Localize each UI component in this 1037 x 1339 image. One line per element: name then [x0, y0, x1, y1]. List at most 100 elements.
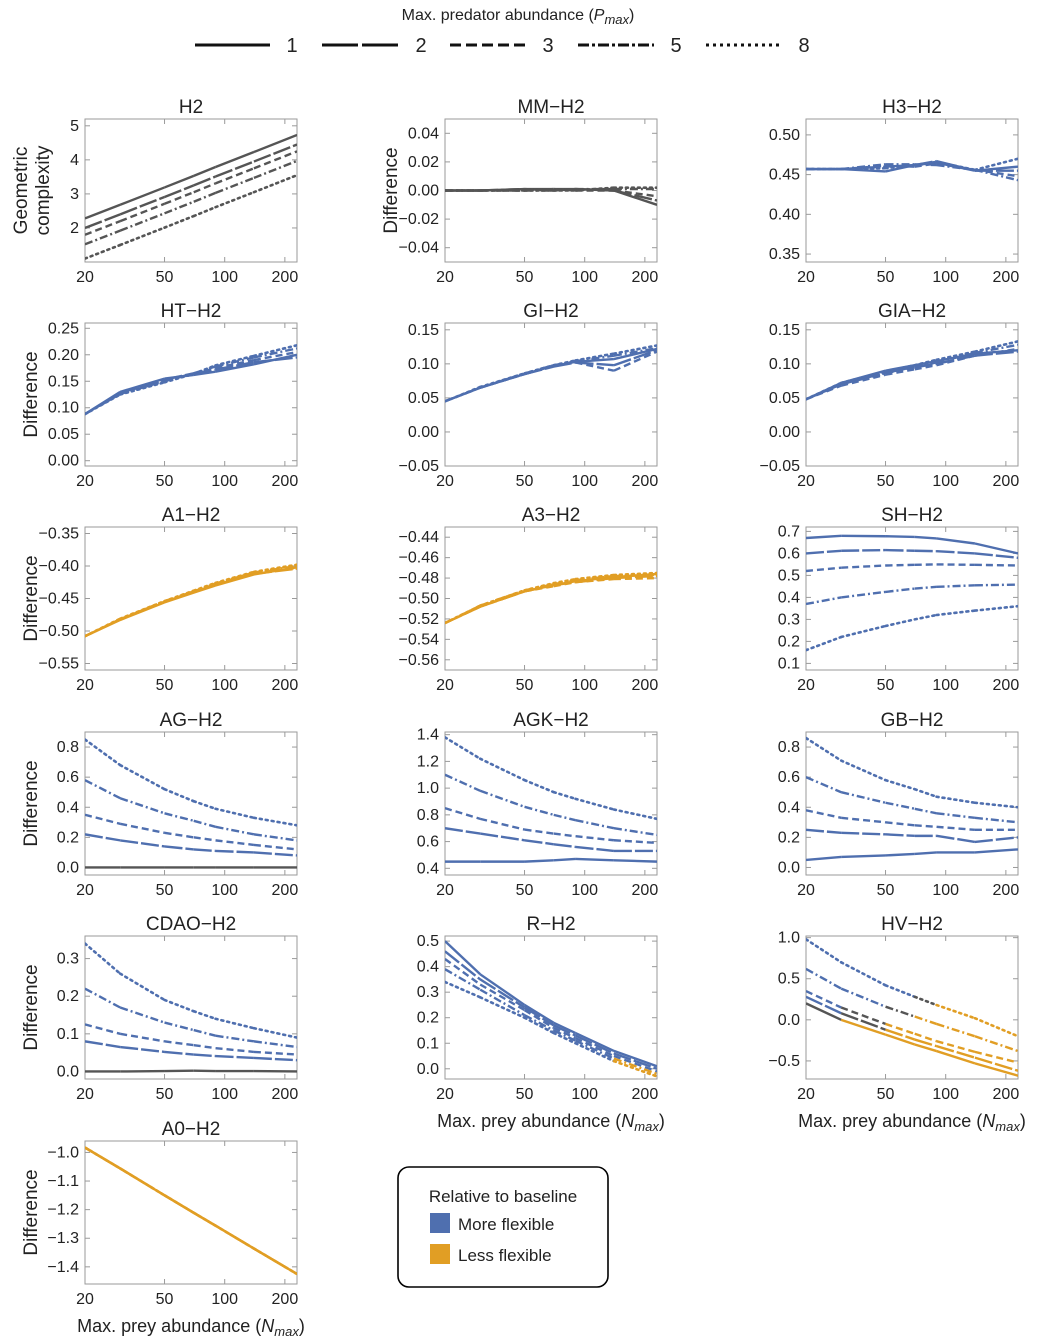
panel-a1-h2: A1−H2 20 50 100 200 −0.55 −0.50 −0.45 −0.40 −0.35…	[21, 505, 298, 694]
series-3-segment	[215, 1046, 255, 1054]
x-tick-label: 50	[877, 1086, 895, 1103]
series-group	[85, 563, 297, 638]
series-2-segment	[974, 836, 1018, 844]
series-1-segment	[553, 1021, 577, 1035]
y-tick-label: −0.45	[39, 591, 80, 608]
y-tick-label: 0.15	[48, 373, 79, 390]
series-8-segment	[214, 1224, 256, 1250]
series-8-segment	[85, 1146, 122, 1170]
series-8-segment	[884, 363, 917, 373]
series-5-segment	[523, 1014, 555, 1032]
series-2-segment	[936, 550, 975, 555]
series-8-segment	[85, 738, 122, 767]
series-2-segment	[215, 1054, 254, 1060]
series-8-segment	[445, 736, 482, 761]
series-3-segment	[885, 368, 915, 376]
series-8-segment	[913, 995, 938, 1007]
series-8-segment	[574, 352, 616, 362]
series-5-segment	[914, 1015, 937, 1026]
series-2-segment	[806, 549, 842, 555]
y-tick-label: −0.54	[399, 631, 440, 648]
panel-title: R−H2	[526, 914, 575, 935]
series-5-segment	[840, 987, 886, 1008]
series-1-segment	[806, 855, 842, 862]
series-8-segment	[478, 757, 526, 782]
series-3-segment	[936, 354, 976, 367]
y-tick-label: −0.02	[399, 211, 440, 228]
series-5-segment	[840, 372, 886, 386]
series-2-segment	[553, 843, 576, 849]
x-tick-label: 100	[932, 269, 959, 286]
series-2-segment	[840, 1012, 886, 1031]
series-5-segment	[914, 807, 937, 815]
series-5-segment	[613, 347, 657, 357]
series-group	[85, 343, 297, 416]
y-tick-label: 0.10	[769, 356, 800, 373]
x-tick-label: 20	[797, 882, 815, 899]
y-tick-label: 0.6	[57, 769, 79, 786]
series-5-segment	[553, 1029, 577, 1042]
y-tick-label: −1.3	[47, 1230, 79, 1247]
series-2-segment	[523, 1006, 555, 1027]
x-tick-label: 50	[156, 269, 174, 286]
series-3-segment	[613, 189, 657, 198]
y-axis-label: Difference	[21, 1169, 42, 1255]
series-3-segment	[253, 350, 297, 362]
series-3-segment	[445, 958, 481, 986]
series-group	[445, 736, 657, 863]
series-5-segment	[806, 776, 842, 794]
series-8-segment	[163, 1194, 196, 1215]
series-5-segment	[936, 1022, 976, 1038]
y-tick-label: 1.0	[778, 930, 800, 947]
x-tick-label: 20	[436, 269, 454, 286]
y-tick-label: 0.6	[778, 769, 800, 786]
series-5-segment	[974, 168, 1018, 182]
series-5-segment	[164, 200, 195, 215]
y-tick-label: 0.35	[769, 246, 800, 263]
series-2-segment	[613, 189, 657, 202]
series-8-segment	[118, 763, 166, 791]
series-8-segment	[574, 1041, 616, 1063]
series-3-segment	[575, 361, 615, 372]
panel-a3-h2: A3−H2 20 50 100 200 −0.56 −0.54 −0.52 −0.50 −0.48…	[399, 505, 659, 694]
panel-title: A3−H2	[522, 505, 581, 526]
series-5-segment	[253, 347, 297, 359]
series-8-segment	[214, 807, 256, 820]
x-tick-label: 100	[211, 1086, 238, 1103]
flexibility-legend: Relative to baseline More flexible Less …	[397, 1166, 609, 1288]
less-flexible-swatch	[430, 1244, 450, 1264]
series-8-segment	[806, 937, 843, 964]
x-tick-label: 100	[932, 882, 959, 899]
series-3-segment	[164, 191, 195, 205]
series-5-segment	[885, 365, 916, 375]
x-tick-label: 20	[76, 1086, 94, 1103]
x-tick-label: 20	[76, 473, 94, 490]
y-tick-label: −1.2	[47, 1202, 79, 1219]
y-tick-label: 0.5	[778, 971, 800, 988]
y-tick-label: 0.1	[57, 1026, 79, 1043]
x-tick-label: 50	[156, 882, 174, 899]
series-5-segment	[840, 791, 886, 804]
series-8-segment	[574, 186, 616, 192]
series-3-segment	[806, 566, 842, 573]
x-tick-label: 20	[436, 473, 454, 490]
series-5-segment	[119, 1006, 165, 1024]
series-3-segment	[613, 576, 657, 581]
series-2-segment	[445, 950, 481, 981]
series-2-segment	[164, 845, 194, 851]
y-tick-label: −0.55	[39, 656, 80, 673]
y-tick-label: 0.3	[417, 984, 439, 1001]
legend-label-3: 3	[542, 35, 553, 57]
series-5-segment	[974, 816, 1018, 824]
series-5-segment	[885, 801, 915, 810]
series-1-segment	[613, 1049, 657, 1068]
panel-h2: H2 20 50 100 200 2 3 4 5 Geometriccomplexity	[11, 97, 298, 286]
x-tick-label: 100	[571, 269, 598, 286]
y-tick-label: 0.40	[769, 206, 800, 223]
series-group	[445, 186, 657, 206]
series-1-segment	[575, 857, 614, 862]
panel-title: SH−H2	[881, 505, 943, 526]
series-2-segment	[119, 195, 165, 216]
series-8-segment	[935, 160, 977, 172]
